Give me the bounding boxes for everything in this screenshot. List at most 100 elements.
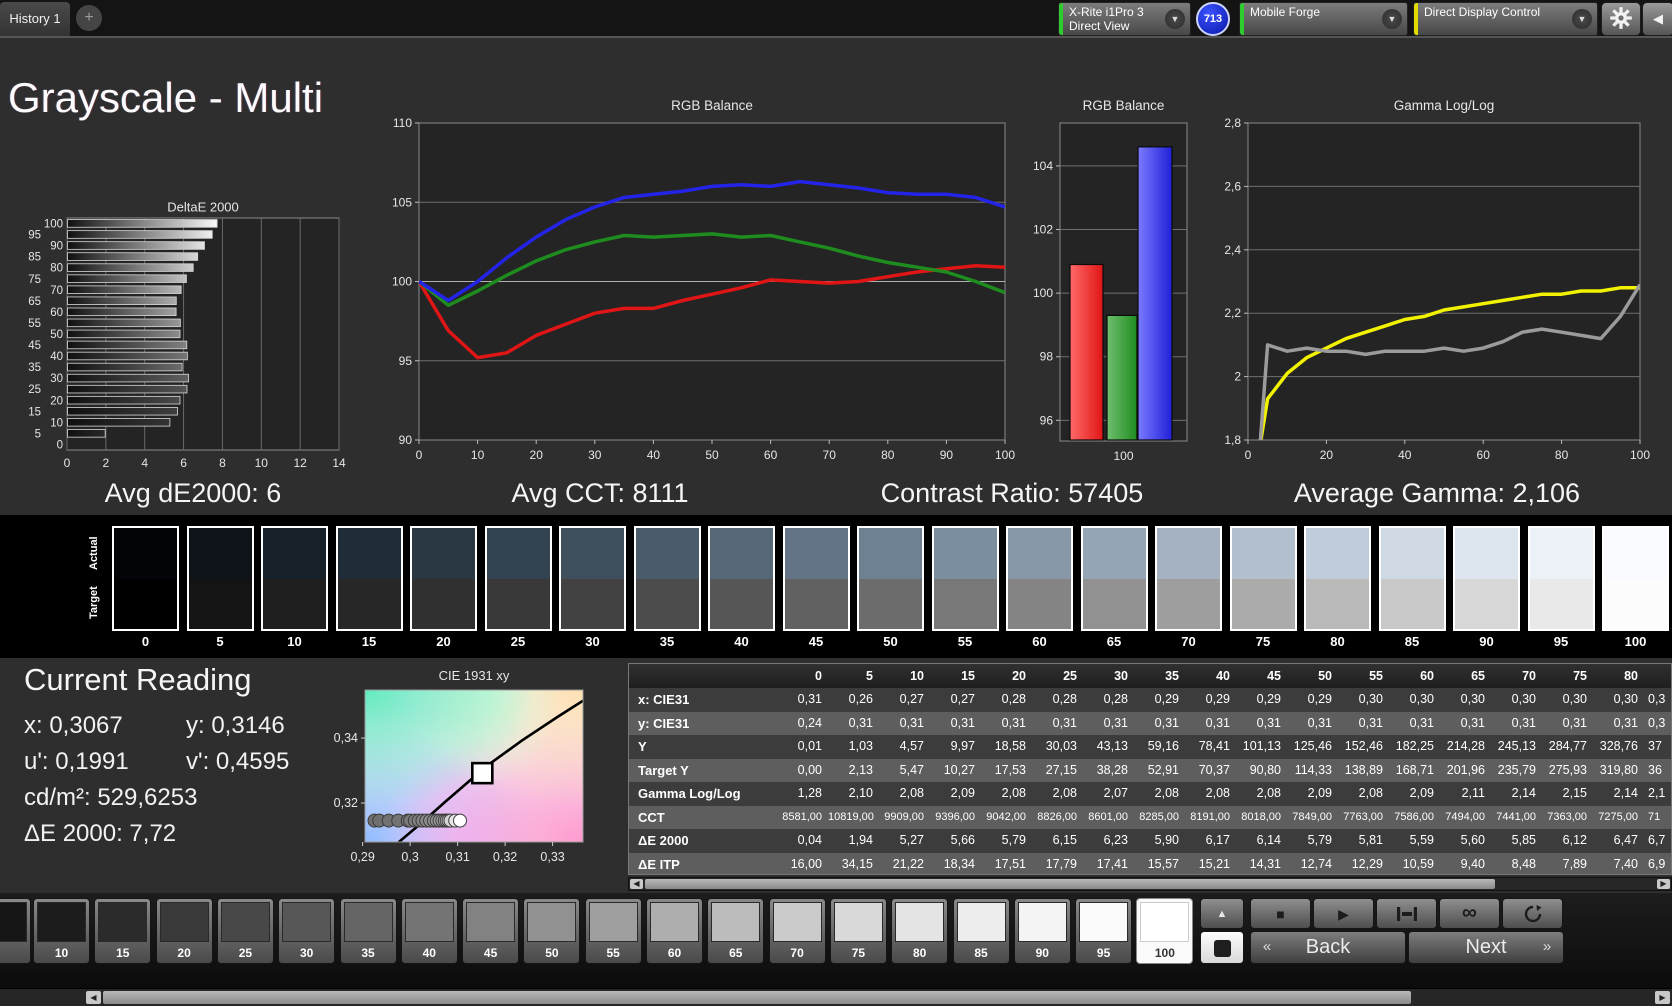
level-patch-button-95[interactable]: 95 (1075, 898, 1133, 964)
table-cell: 6,15 (1052, 833, 1077, 847)
svg-text:20: 20 (1320, 448, 1334, 462)
actual-row-label: Actual (88, 536, 100, 570)
level-patch-button-20[interactable]: 20 (155, 898, 213, 964)
svg-text:0,32: 0,32 (493, 850, 517, 864)
svg-text:35: 35 (28, 362, 41, 374)
level-patch-button-25[interactable]: 25 (216, 898, 274, 964)
level-patch-button-10[interactable]: 10 (33, 898, 90, 964)
table-cell: 2,09 (1307, 786, 1332, 800)
gray-swatch-25 (484, 526, 552, 631)
level-patch-button-edge[interactable] (0, 898, 31, 964)
actual-color (337, 528, 401, 579)
pattern-square-icon (1213, 940, 1231, 957)
level-patch-button-35[interactable]: 35 (339, 898, 397, 964)
scroll-left-icon[interactable]: ◀ (630, 879, 643, 889)
table-cell: 17,79 (1045, 856, 1077, 871)
level-patch-button-85[interactable]: 85 (952, 898, 1010, 964)
stop-button[interactable]: ■ (1250, 898, 1311, 929)
play-button[interactable]: ▶ (1313, 898, 1374, 929)
pattern-scroll-up-button[interactable]: ▲ (1200, 898, 1244, 929)
level-patch-button-65[interactable]: 65 (707, 898, 765, 964)
add-tab-button[interactable]: + (76, 5, 102, 31)
level-patch-button-50[interactable]: 50 (523, 898, 581, 964)
level-patch-button-80[interactable]: 80 (891, 898, 949, 964)
level-patch-button-70[interactable]: 70 (768, 898, 826, 964)
table-cell: 0,31 (1154, 715, 1179, 730)
table-cell: 0,28 (1001, 692, 1026, 706)
continuous-measure-button[interactable]: ∞ (1439, 898, 1500, 929)
svg-text:96: 96 (1040, 413, 1054, 427)
actual-color (1231, 528, 1295, 579)
gray-swatch-5 (186, 526, 254, 631)
back-button[interactable]: « Back (1250, 931, 1406, 964)
table-scrollbar-thumb[interactable] (645, 879, 1495, 889)
table-cell: 8601,00 (1088, 810, 1128, 823)
table-cell: 2,13 (848, 762, 873, 777)
measurement-table: 0 5 10 15 20 25 30 35 40 45 50 55 60 65 70 75 80 x: CIE31… (628, 663, 1672, 875)
level-patch-button-30[interactable]: 30 (278, 898, 336, 964)
gray-swatch-10 (261, 526, 328, 631)
table-cell: 9,97 (950, 739, 975, 753)
table-cell: 90,80 (1249, 762, 1281, 777)
table-col-header: 60 (1420, 669, 1434, 683)
workflow-dropdown[interactable]: Direct Display Control ▼ (1413, 2, 1598, 36)
swatch-level-label: 80 (1330, 634, 1345, 649)
single-measure-button[interactable] (1376, 898, 1437, 929)
source-dropdown[interactable]: Mobile Forge ▼ (1239, 2, 1408, 36)
scroll-left-icon[interactable]: ◀ (86, 991, 101, 1004)
level-patch-button-90[interactable]: 90 (1013, 898, 1071, 964)
gray-swatch-45 (782, 526, 850, 631)
table-col-header: 0 (815, 669, 822, 683)
level-patch-button-100[interactable]: 100 (1136, 898, 1194, 964)
pattern-bar-scrollbar[interactable]: ◀ ▶ (0, 988, 1672, 1006)
table-cell: 0,30 (1409, 692, 1434, 706)
gray-swatch-50 (857, 526, 924, 631)
patch-swatch (0, 902, 27, 942)
table-cell: 152,46 (1344, 739, 1383, 753)
level-patch-button-40[interactable]: 40 (400, 898, 458, 964)
meter-count-badge[interactable]: 713 (1196, 2, 1230, 36)
next-button[interactable]: Next » (1408, 931, 1564, 964)
level-patch-button-55[interactable]: 55 (584, 898, 642, 964)
source-name: Mobile Forge (1250, 5, 1321, 19)
collapse-panel-button[interactable]: ◀ (1642, 2, 1672, 36)
svg-text:2,2: 2,2 (1224, 306, 1241, 320)
swatch-level-label: 95 (1553, 634, 1569, 649)
svg-text:60: 60 (1477, 448, 1491, 462)
meter-dropdown[interactable]: X-Rite i1Pro 3 Direct View ▼ (1058, 2, 1191, 36)
refresh-button[interactable] (1502, 898, 1563, 929)
table-cell: 275,93 (1548, 762, 1587, 777)
table-cell: 284,77 (1548, 739, 1587, 753)
patch-swatch (833, 902, 883, 942)
pattern-window-button[interactable] (1200, 931, 1244, 964)
table-row-label: ΔE ITP (638, 856, 680, 872)
patch-swatch (772, 902, 822, 942)
level-patch-button-60[interactable]: 60 (646, 898, 703, 964)
level-patch-button-15[interactable]: 15 (94, 898, 152, 964)
target-color (188, 578, 252, 629)
scroll-right-icon[interactable]: ▶ (1655, 991, 1670, 1004)
table-row-label: CCT (638, 809, 665, 825)
play-icon: ▶ (1338, 906, 1349, 922)
table-col-header: 5 (866, 669, 873, 683)
table-scrollbar[interactable]: ◀ ▶ (628, 877, 1672, 891)
level-patch-button-75[interactable]: 75 (829, 898, 887, 964)
actual-color (933, 528, 997, 579)
tab-history-1[interactable]: History 1 (0, 2, 70, 36)
svg-text:RGB Balance: RGB Balance (671, 98, 753, 113)
pattern-scrollbar-thumb[interactable] (103, 991, 1411, 1004)
chevron-down-icon: ▼ (1382, 9, 1402, 29)
target-color (114, 578, 177, 629)
table-col-header: 35 (1165, 669, 1179, 683)
target-color (1082, 578, 1146, 629)
reading-de2000: ΔE 2000: 7,72 (24, 820, 177, 847)
refresh-icon (1524, 905, 1541, 923)
pattern-bar: 10 15 20 25 30 35 40 45 50 55 60 65 70 75 80 85 90 95 100 … (0, 893, 1672, 988)
target-color (263, 578, 326, 629)
scroll-right-icon[interactable]: ▶ (1657, 879, 1670, 889)
grayscale-ramp-band: Actual Target 0 5 10 15 20 25 30 35 40 45 50 55 60 65… (0, 515, 1672, 658)
settings-button[interactable] (1601, 2, 1641, 36)
level-patch-button-45[interactable]: 45 (462, 898, 520, 964)
patch-label: 65 (729, 946, 743, 960)
